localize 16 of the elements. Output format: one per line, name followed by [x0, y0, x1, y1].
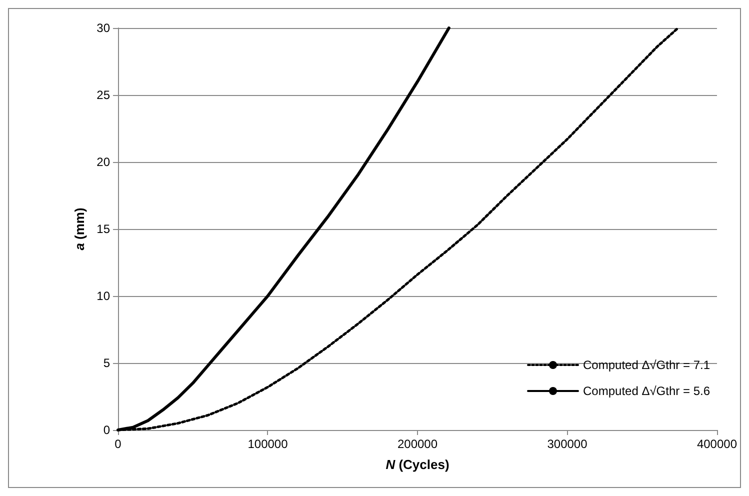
x-tick-label: 400000	[696, 437, 738, 451]
y-tick-label: 20	[96, 155, 110, 169]
x-tick-label: 0	[114, 437, 122, 451]
x-tick-label: 100000	[248, 437, 288, 451]
legend-label: Computed Δ√Gthr = 7.1	[583, 358, 710, 372]
x-tick-label: 300000	[547, 437, 588, 451]
x-tick-label: 200000	[397, 437, 438, 451]
legend-label: Computed Δ√Gthr = 5.6	[583, 384, 710, 398]
y-tick-label: 30	[96, 21, 110, 35]
y-tick-label: 5	[103, 356, 110, 370]
y-tick-label: 10	[96, 289, 110, 303]
y-tick-label: 0	[103, 423, 110, 437]
x-axis-title: N (Cycles)	[386, 457, 450, 472]
y-axis-title: a (mm)	[72, 208, 87, 250]
y-tick-label: 25	[96, 88, 110, 102]
y-tick-label: 15	[96, 222, 110, 236]
